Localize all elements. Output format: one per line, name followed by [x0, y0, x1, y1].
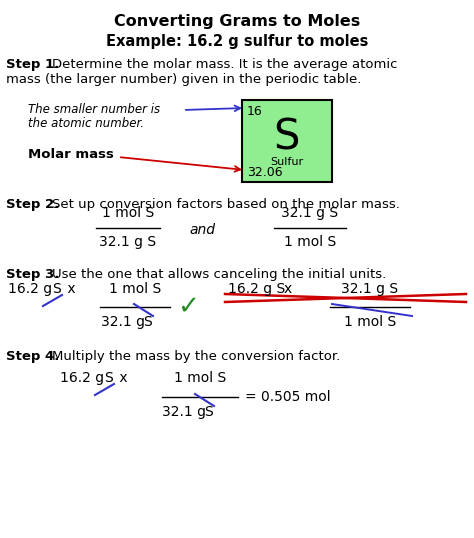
Text: S: S [204, 405, 213, 419]
Text: 32.06: 32.06 [247, 166, 283, 180]
Text: Example: 16.2 g sulfur to moles: Example: 16.2 g sulfur to moles [106, 34, 368, 49]
Text: S: S [52, 282, 61, 296]
Text: = 0.505 mol: = 0.505 mol [245, 390, 331, 404]
Text: S: S [274, 117, 300, 159]
Text: Step 2.: Step 2. [6, 198, 59, 211]
Text: S: S [143, 315, 152, 329]
Text: 16.2 g: 16.2 g [8, 282, 52, 296]
Text: 32.1 g S: 32.1 g S [282, 206, 338, 220]
Text: 1 mol S: 1 mol S [284, 235, 336, 249]
Text: S: S [104, 371, 113, 385]
Text: 16.2 g: 16.2 g [60, 371, 104, 385]
Text: The smaller number is: The smaller number is [28, 103, 160, 116]
Text: Molar mass: Molar mass [28, 148, 114, 161]
Text: 32.1 g: 32.1 g [162, 405, 206, 419]
Text: ✓: ✓ [177, 294, 199, 320]
Text: x: x [284, 282, 292, 296]
Text: 32.1 g: 32.1 g [101, 315, 145, 329]
Text: the atomic number.: the atomic number. [28, 117, 144, 130]
Text: Multiply the mass by the conversion factor.: Multiply the mass by the conversion fact… [52, 350, 340, 363]
Bar [242, 100, 332, 182]
Text: Step 3.: Step 3. [6, 268, 59, 281]
Text: Sulfur: Sulfur [271, 157, 303, 167]
Text: 32.1 g S: 32.1 g S [100, 235, 156, 249]
Text: x: x [63, 282, 76, 296]
Text: mass (the larger number) given in the periodic table.: mass (the larger number) given in the pe… [6, 73, 361, 86]
Text: Step 4.: Step 4. [6, 350, 59, 363]
Text: Determine the molar mass. It is the average atomic: Determine the molar mass. It is the aver… [52, 58, 398, 71]
Text: Step 1.: Step 1. [6, 58, 59, 71]
Text: 1 mol S: 1 mol S [174, 371, 226, 385]
Text: Set up conversion factors based on the molar mass.: Set up conversion factors based on the m… [52, 198, 400, 211]
Text: Use the one that allows canceling the initial units.: Use the one that allows canceling the in… [52, 268, 386, 281]
Text: 32.1 g S: 32.1 g S [341, 282, 399, 296]
Text: 1 mol S: 1 mol S [102, 206, 154, 220]
Text: x: x [115, 371, 128, 385]
Text: 16.2 g S: 16.2 g S [228, 282, 285, 296]
Text: and: and [189, 223, 215, 237]
Text: 1 mol S: 1 mol S [109, 282, 161, 296]
Text: 16: 16 [247, 105, 263, 118]
Text: 1 mol S: 1 mol S [344, 315, 396, 329]
Text: Converting Grams to Moles: Converting Grams to Moles [114, 14, 360, 29]
